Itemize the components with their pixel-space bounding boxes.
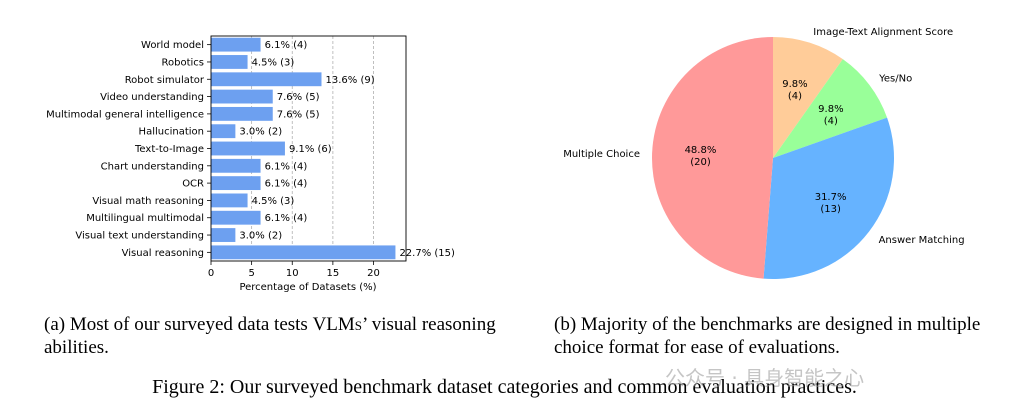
- pie-slices: [652, 37, 894, 279]
- bar-category-label: Chart understanding: [101, 161, 204, 172]
- pie-percent-label: 48.8%: [685, 145, 717, 156]
- bar-category-label: Multilingual multimodal: [86, 213, 204, 224]
- bar-data-label: 9.1% (6): [289, 144, 332, 155]
- pie-count-label: (4): [788, 91, 802, 102]
- pie-category-label: Yes/No: [878, 74, 912, 85]
- pie-labels: 9.8%(4)Image-Text Alignment Score9.8%(4)…: [563, 27, 964, 246]
- bar: [211, 55, 248, 69]
- bar-x-tick-label: 10: [286, 268, 299, 279]
- figure-caption: Figure 2: Our surveyed benchmark dataset…: [152, 376, 857, 398]
- bar: [211, 72, 322, 87]
- pie-percent-label: 31.7%: [815, 192, 847, 203]
- bar-x-tick-label: 5: [248, 268, 254, 279]
- bar-data-labels: 6.1% (4) 4.5% (3) 13.6% (9) 7.6% (5) 7.6% (5…: [239, 40, 455, 259]
- bar: [211, 245, 396, 260]
- bar-data-label: 3.0% (2): [239, 231, 282, 242]
- bar-x-axis-label: Percentage of Datasets (%): [239, 282, 376, 293]
- watermark: 公众号 · 具身智能之心: [665, 366, 865, 390]
- bar-data-label: 6.1% (4): [265, 161, 308, 172]
- bar-category-label: Hallucination: [139, 127, 204, 138]
- bar-category-label: Robotics: [162, 57, 205, 68]
- bar-category-label: World model: [141, 40, 204, 51]
- bar-data-label: 4.5% (3): [252, 196, 295, 207]
- pie-category-label: Image-Text Alignment Score: [813, 27, 953, 38]
- bar-data-label: 22.7% (15): [399, 248, 455, 259]
- bar-category-label: Video understanding: [100, 92, 204, 103]
- bar: [211, 37, 261, 52]
- bar-x-tick-label: 20: [367, 268, 380, 279]
- bar: [211, 106, 273, 121]
- bar-category-label: Visual reasoning: [122, 248, 204, 259]
- bar: [211, 193, 248, 208]
- bar-x-tick-labels: 0 5 10 15 20: [208, 261, 380, 279]
- caption-a: (a) Most of our surveyed data tests VLMs…: [44, 314, 496, 358]
- bar-category-label: OCR: [182, 179, 204, 190]
- caption-b: (b) Majority of the benchmarks are desig…: [554, 314, 981, 358]
- bar-series: [211, 37, 396, 260]
- bar: [211, 141, 285, 156]
- bar-category-label: Multimodal general intelligence: [46, 109, 204, 120]
- bar: [211, 158, 261, 173]
- bar-data-label: 4.5% (3): [252, 57, 295, 68]
- bar-category-label: Visual text understanding: [75, 231, 204, 242]
- pie-count-label: (13): [820, 204, 841, 215]
- bar-data-label: 7.6% (5): [277, 109, 320, 120]
- pie-slice: [763, 117, 894, 279]
- pie-slice: [773, 59, 888, 159]
- pie-category-label: Multiple Choice: [563, 149, 640, 160]
- bar: [211, 89, 273, 104]
- bar-category-label: Text-to-Image: [134, 144, 204, 155]
- pie-count-label: (4): [824, 116, 838, 127]
- pie-percent-label: 9.8%: [818, 104, 843, 115]
- bar-x-tick-label: 0: [208, 268, 214, 279]
- pie-slice: [773, 37, 843, 158]
- bar: [211, 176, 261, 191]
- bar-data-label: 13.6% (9): [326, 75, 375, 86]
- pie-category-label: Answer Matching: [879, 235, 965, 246]
- bar-x-tick-label: 15: [327, 268, 340, 279]
- bar-data-label: 6.1% (4): [265, 213, 308, 224]
- bar-data-label: 6.1% (4): [265, 179, 308, 190]
- bar-y-tick-labels: World model Robotics Robot simulator Video …: [46, 40, 211, 259]
- bar-chart: World model Robotics Robot simulator Video …: [46, 35, 455, 293]
- bar-data-label: 7.6% (5): [277, 92, 320, 103]
- bar-category-label: Robot simulator: [125, 75, 205, 86]
- pie-chart: 9.8%(4)Image-Text Alignment Score9.8%(4)…: [563, 27, 965, 279]
- bar: [211, 210, 261, 225]
- bar-data-label: 6.1% (4): [265, 40, 308, 51]
- pie-percent-label: 9.8%: [782, 79, 807, 90]
- bar-category-label: Visual math reasoning: [92, 196, 204, 207]
- bar-data-label: 3.0% (2): [239, 127, 282, 138]
- bar: [211, 228, 236, 242]
- pie-count-label: (20): [690, 157, 711, 168]
- pie-slice: [652, 37, 773, 279]
- bar: [211, 124, 236, 139]
